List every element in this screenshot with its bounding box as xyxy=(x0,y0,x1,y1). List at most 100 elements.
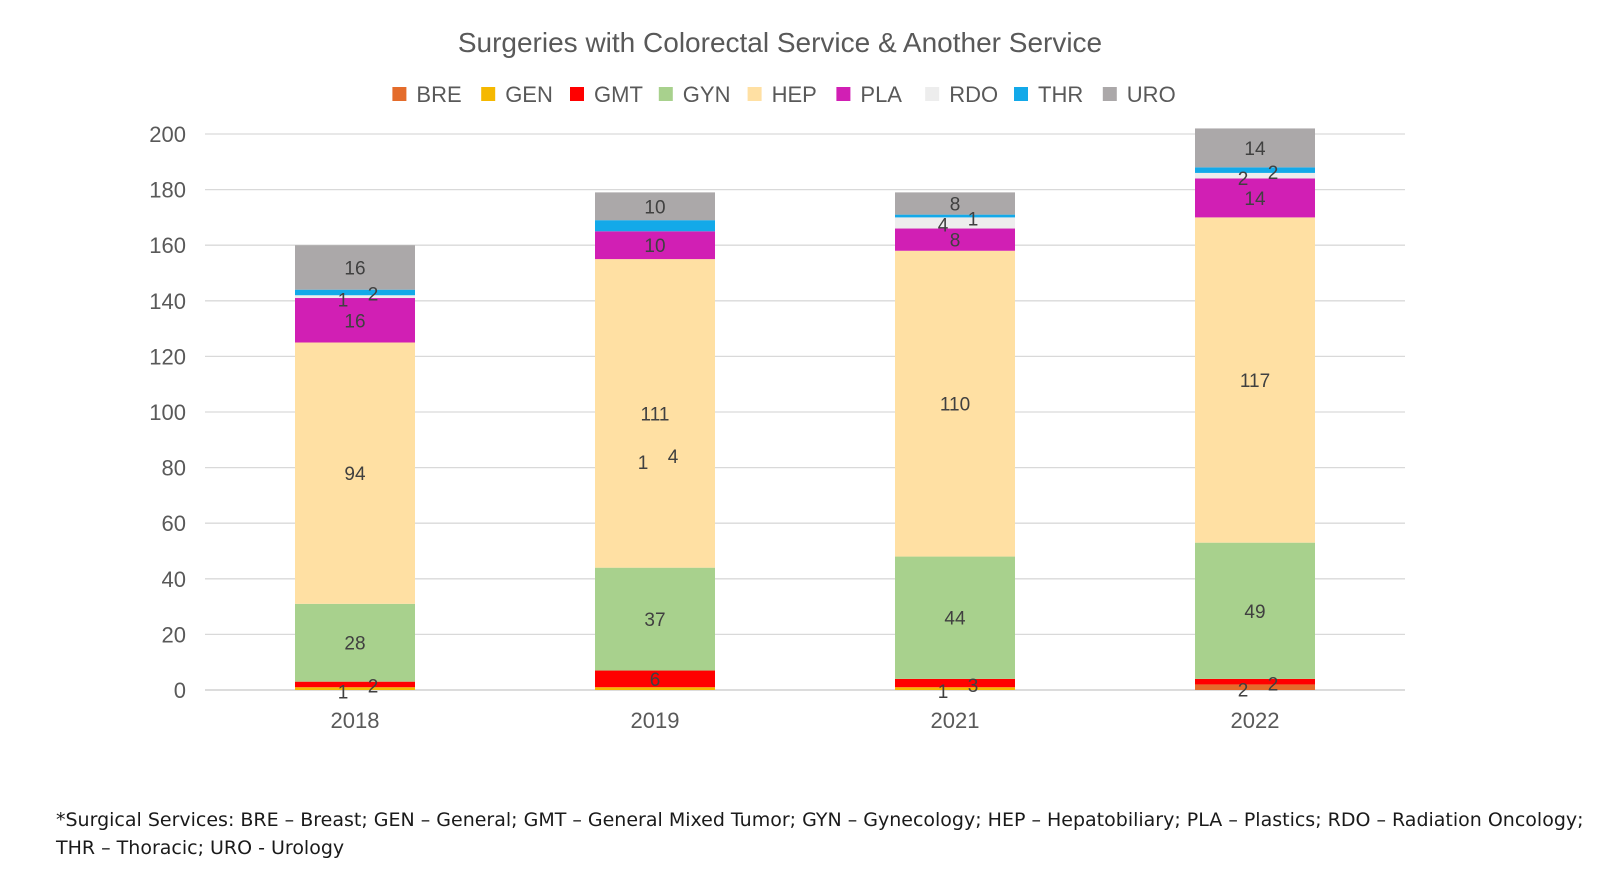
bar-hep-2019 xyxy=(595,259,715,568)
y-tick-label: 40 xyxy=(162,567,186,592)
footnote: *Surgical Services: BRE – Breast; GEN – … xyxy=(56,806,1584,862)
data-label-pla: 16 xyxy=(344,311,365,332)
y-tick-label: 100 xyxy=(149,400,186,425)
footnote-line-1: *Surgical Services: BRE – Breast; GEN – … xyxy=(56,809,1584,831)
legend-swatch xyxy=(392,87,407,101)
legend-swatch xyxy=(481,87,496,101)
data-label-thr: 2 xyxy=(368,285,379,306)
data-label-thr: 2 xyxy=(1268,163,1279,184)
bar-gyn-2019 xyxy=(595,567,715,671)
x-axis-ticks: 2018 2019 2021 2022 xyxy=(331,708,1280,733)
legend-label: GMT xyxy=(594,82,643,107)
bar-gyn-2021 xyxy=(895,556,1015,679)
legend-label: GYN xyxy=(683,82,731,107)
bar-thr-2019 xyxy=(595,220,715,232)
data-label-hep: 110 xyxy=(940,395,970,416)
data-label-gmt: 6 xyxy=(650,670,661,691)
bar-thr-2018 xyxy=(295,289,415,296)
bar-thr-2021 xyxy=(895,214,1015,218)
legend-swatch xyxy=(658,87,673,101)
data-label-gen: 1 xyxy=(938,682,949,703)
data-label-gmt: 3 xyxy=(968,676,979,697)
data-label-gen: 1 xyxy=(638,453,649,474)
bars xyxy=(295,128,1315,690)
y-tick-label: 80 xyxy=(162,456,186,481)
bar-gmt-2019 xyxy=(595,670,715,688)
bar-uro-2022 xyxy=(1195,128,1315,168)
bar-gen-2019 xyxy=(595,687,715,690)
data-label-gyn: 49 xyxy=(1244,602,1265,623)
data-label-thr: 1 xyxy=(968,209,979,230)
y-tick-label: 180 xyxy=(149,178,186,203)
data-label-rdo: 2 xyxy=(1238,169,1249,190)
data-label-gmt: 2 xyxy=(368,677,379,698)
legend-label: THR xyxy=(1038,82,1083,107)
data-label-bre: 2 xyxy=(1238,680,1249,701)
bar-thr-2022 xyxy=(1195,167,1315,173)
chart-title: Surgeries with Colorectal Service & Anot… xyxy=(458,27,1102,58)
data-label-gyn: 44 xyxy=(944,609,966,630)
legend-swatch xyxy=(1102,87,1117,101)
y-axis-ticks: 0 20 40 60 80 100 120 140 160 180 200 xyxy=(149,122,186,703)
legend: BRE GEN GMT GYN HEP PLA RDO THR URO xyxy=(392,82,1176,107)
legend-swatch xyxy=(925,87,940,101)
legend-swatch xyxy=(747,87,762,101)
bar-rdo-2022 xyxy=(1195,172,1315,179)
data-label-rdo: 4 xyxy=(938,215,949,236)
legend-item-gyn: GYN xyxy=(658,82,731,107)
y-tick-label: 120 xyxy=(149,344,186,369)
data-label-pla: 8 xyxy=(950,231,961,252)
bar-bre-2022 xyxy=(1195,684,1315,690)
legend-item-thr: THR xyxy=(1014,82,1083,107)
x-tick-label: 2018 xyxy=(331,708,380,733)
legend-swatch xyxy=(570,87,584,101)
y-tick-label: 0 xyxy=(174,678,186,703)
x-tick-label: 2021 xyxy=(931,708,980,733)
legend-label: GEN xyxy=(505,82,553,107)
data-label-gyn: 28 xyxy=(344,634,365,655)
data-label-hep: 117 xyxy=(1240,371,1270,392)
data-label-uro: 16 xyxy=(344,258,365,279)
legend-swatch xyxy=(836,87,851,101)
data-label-hep: 111 xyxy=(641,404,670,425)
bar-hep-2018 xyxy=(295,342,415,604)
data-label-pla: 10 xyxy=(644,236,665,257)
footnote-line-2: THR – Thoracic; URO - Urology xyxy=(56,837,345,859)
bar-pla-2019 xyxy=(595,231,715,260)
y-tick-label: 200 xyxy=(149,122,186,147)
data-label-uro: 10 xyxy=(644,197,665,218)
bar-gmt-2021 xyxy=(895,678,1015,688)
legend-item-gen: GEN xyxy=(481,82,553,107)
data-label-uro: 14 xyxy=(1244,139,1266,160)
legend-label: HEP xyxy=(772,82,817,107)
x-tick-label: 2019 xyxy=(631,708,680,733)
x-tick-label: 2022 xyxy=(1231,708,1280,733)
bar-uro-2019 xyxy=(595,192,715,221)
data-label-rdo: 1 xyxy=(338,291,349,312)
y-tick-label: 160 xyxy=(149,233,186,258)
legend-item-gmt: GMT xyxy=(570,82,643,107)
bar-uro-2018 xyxy=(295,245,415,290)
y-tick-label: 60 xyxy=(162,511,186,536)
data-label-hep: 94 xyxy=(344,464,366,485)
data-label-gyn: 37 xyxy=(644,610,665,631)
legend-item-bre: BRE xyxy=(392,82,462,107)
bar-gyn-2022 xyxy=(1195,542,1315,679)
legend-item-uro: URO xyxy=(1102,82,1176,107)
data-label-pla: 14 xyxy=(1244,189,1266,210)
bar-pla-2022 xyxy=(1195,178,1315,218)
bar-rdo-2018 xyxy=(295,295,415,299)
bar-pla-2021 xyxy=(895,228,1015,251)
bar-gen-2018 xyxy=(295,687,415,690)
legend-item-pla: PLA xyxy=(836,82,902,107)
legend-label: BRE xyxy=(416,82,461,107)
bar-rdo-2021 xyxy=(895,217,1015,229)
bar-gmt-2018 xyxy=(295,681,415,688)
bar-uro-2021 xyxy=(895,192,1015,215)
legend-label: PLA xyxy=(860,82,902,107)
data-label-gen: 1 xyxy=(338,683,349,704)
bar-hep-2022 xyxy=(1195,217,1315,543)
